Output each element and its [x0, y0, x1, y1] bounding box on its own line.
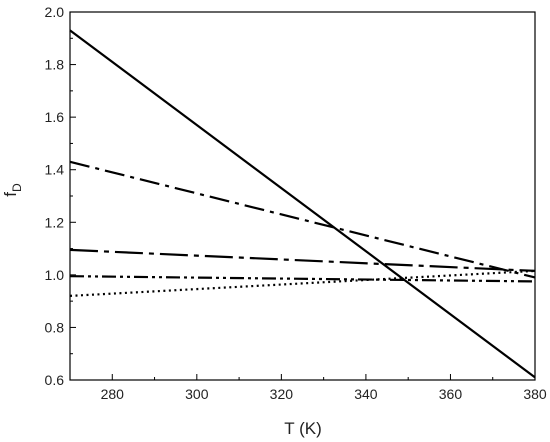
y-tick-label: 1.6 — [45, 109, 65, 125]
x-tick-label: 360 — [439, 386, 463, 402]
y-axis-label-sub: D — [10, 183, 24, 192]
x-tick-label: 340 — [354, 386, 378, 402]
x-axis-label: T (K) — [284, 419, 321, 438]
y-axis-label: fD — [1, 183, 24, 197]
y-tick-label: 2.0 — [45, 4, 65, 20]
x-tick-label: 300 — [185, 386, 209, 402]
y-tick-label: 0.6 — [45, 372, 65, 388]
y-tick-label: 1.8 — [45, 57, 65, 73]
y-tick-label: 1.2 — [45, 214, 65, 230]
y-axis-label-main: f — [1, 192, 20, 197]
x-tick-label: 380 — [523, 386, 547, 402]
axes-layer: 0.6 0.8 1.0 1.2 1.4 1.6 1.8 2.0 280 300 320 340 360 3… — [45, 4, 547, 402]
series-line-3 — [69, 248, 536, 273]
y-tick-label: 1.4 — [45, 162, 65, 178]
y-tick-label: 1.0 — [45, 267, 65, 283]
series-line-2 — [69, 160, 536, 279]
y-tick-label: 0.8 — [45, 319, 65, 335]
series-line-5 — [69, 269, 536, 297]
series-line-4 — [69, 275, 536, 283]
series-layer — [69, 29, 536, 379]
x-tick-label: 320 — [270, 386, 294, 402]
series-line-1 — [69, 29, 536, 379]
x-tick-label: 280 — [101, 386, 125, 402]
